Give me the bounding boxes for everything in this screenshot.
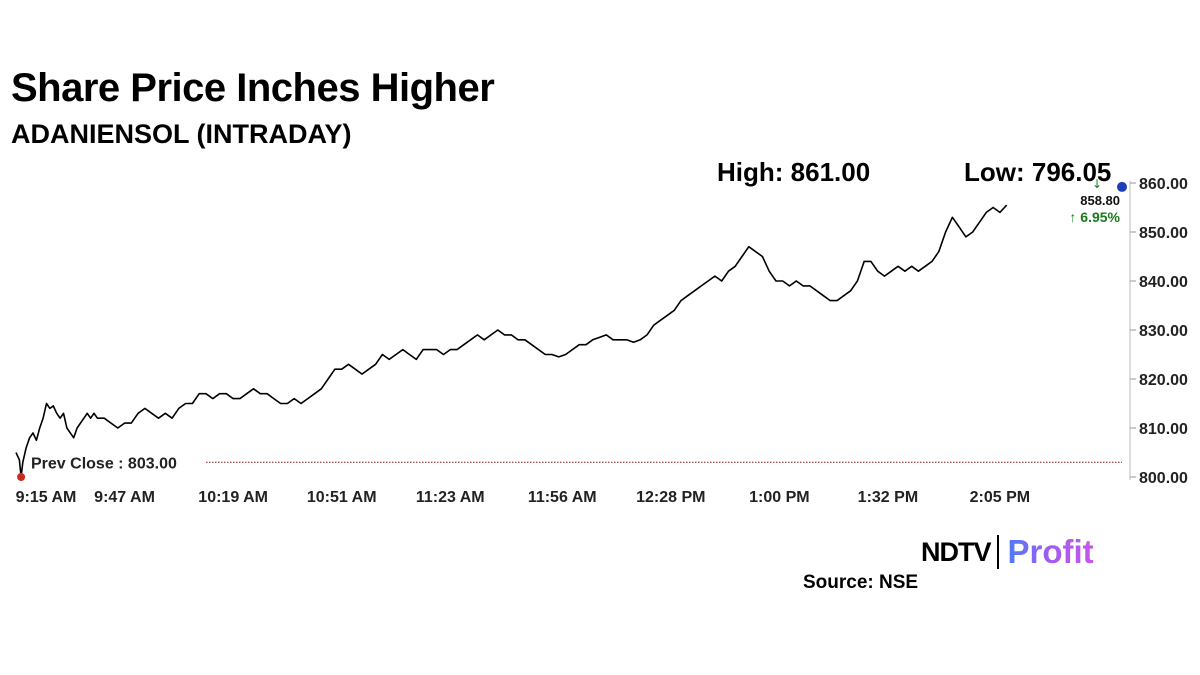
x-tick-label: 10:51 AM [307,489,377,506]
logo-divider [996,535,999,569]
ndtv-profit-logo: NDTV Profit [921,533,1094,571]
y-tick-label: 860.00 [1139,176,1188,193]
price-line-series [15,204,1008,478]
y-tick-label: 840.00 [1139,274,1188,291]
y-tick-label: 810.00 [1139,421,1188,438]
source-label: Source: NSE [803,572,919,593]
y-axis: 800.00 810.00 820.00 830.00 840.00 850.00 860.… [1129,176,1188,487]
prev-close-label: Prev Close : 803.00 [31,455,177,472]
x-tick-label: 11:23 AM [416,489,485,506]
logo-profit-text: Profit [1007,533,1094,570]
current-point-marker [1117,181,1127,192]
y-tick-label: 800.00 [1139,470,1188,487]
x-tick-label: 1:32 PM [858,489,918,506]
x-tick-label: 9:15 AM [16,489,77,506]
x-tick-label: 11:56 AM [528,489,597,506]
low-price-label: Low: 796.05 [964,157,1112,187]
x-tick-label: 10:19 AM [198,489,268,506]
y-tick-label: 850.00 [1139,225,1188,242]
price-change-label: ↑ 6.95% [1069,209,1120,225]
y-tick-label: 830.00 [1139,323,1188,340]
start-point-marker [17,473,26,481]
x-tick-label: 12:28 PM [636,489,705,506]
x-tick-label: 9:47 AM [94,489,155,506]
logo-ndtv-text: NDTV [921,536,991,567]
change-direction-icon: ↓ [1092,177,1102,191]
high-price-label: High: 861.00 [717,157,871,187]
chart-subtitle: ADANIENSOL (INTRADAY) [11,119,352,149]
chart-title: Share Price Inches Higher [11,66,495,110]
x-tick-label: 2:05 PM [970,489,1030,506]
x-tick-label: 1:00 PM [749,489,809,506]
y-tick-label: 820.00 [1139,372,1188,389]
last-price-label: 858.80 [1080,193,1120,208]
x-axis: 9:15 AM 9:47 AM 10:19 AM 10:51 AM 11:23 AM 11… [16,489,1030,506]
